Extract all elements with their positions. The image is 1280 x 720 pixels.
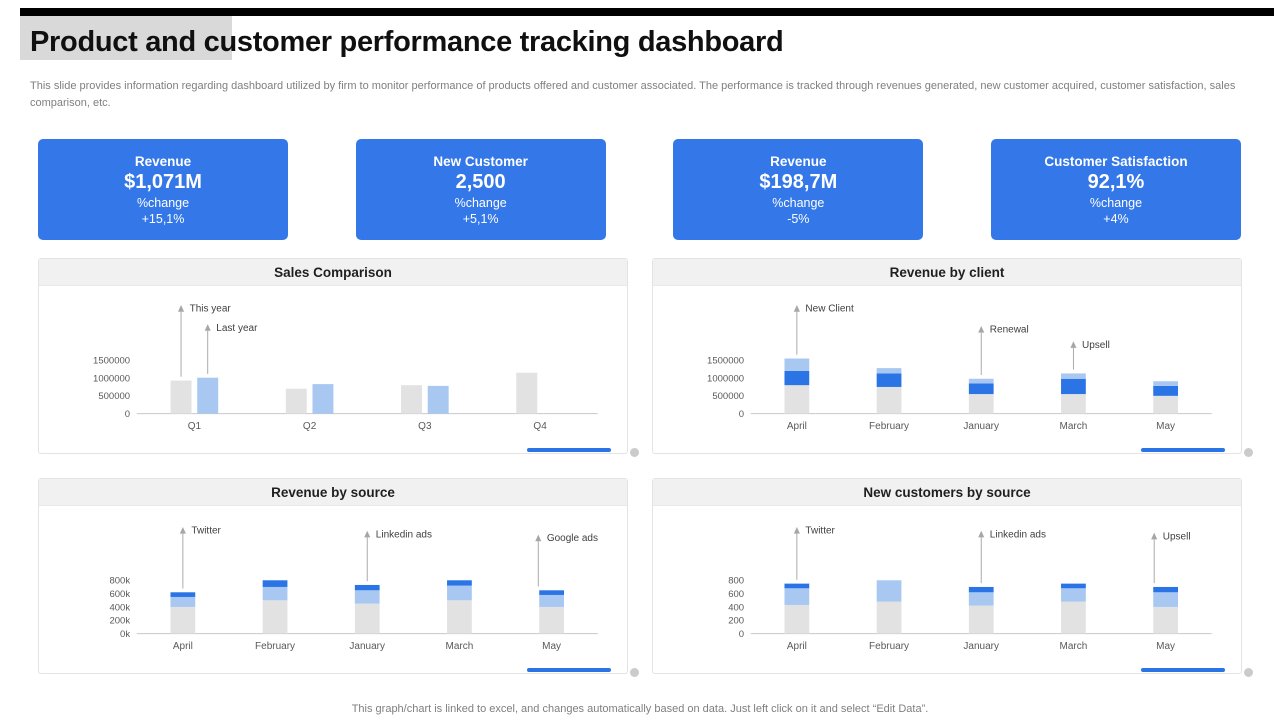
svg-text:500000: 500000 [98,391,130,402]
svg-text:Twitter: Twitter [805,526,835,537]
kpi-change-value: +5,1% [462,211,499,226]
page-title: Product and customer performance trackin… [30,26,784,58]
chart-svg: 1500000 1000000 500000 0 April February Januar… [707,304,1212,432]
svg-text:April: April [787,641,807,652]
panel-title-sales-comparison: Sales Comparison [39,259,627,286]
new-customers-by-source-chart[interactable]: 800 600 400 200 0 April February January March Ma… [655,506,1237,666]
svg-text:500000: 500000 [712,391,744,402]
svg-text:March: March [1060,641,1088,652]
svg-text:New Client: New Client [805,304,854,315]
revenue-by-source-chart[interactable]: 800k 600k 400k 200k 0k April February January Ma… [41,506,623,666]
svg-text:April: April [173,641,193,652]
svg-text:200k: 200k [109,616,130,627]
svg-text:0k: 0k [120,629,130,640]
svg-text:May: May [1156,421,1175,432]
panel-title-revenue-by-client: Revenue by client [653,259,1241,286]
kpi-card-revenue-2: Revenue $198,7M %change -5% [673,139,924,240]
kpi-label: Revenue [770,153,827,169]
svg-text:April: April [787,421,807,432]
chart-svg: 1500000 1000000 500000 0 Q1 Q2 Q3 Q4 This year La… [93,304,598,432]
kpi-change-label: %change [772,195,825,210]
kpi-change-label: %change [136,195,190,210]
panel-revenue-by-source: Revenue by source 800k 600k 400k 200k 0k Apri… [38,478,639,677]
svg-text:May: May [542,641,561,652]
svg-text:800: 800 [728,576,744,587]
revenue-by-client-chart[interactable]: 1500000 1000000 500000 0 April February Januar… [655,286,1237,446]
svg-text:Q4: Q4 [533,421,547,432]
svg-text:Upsell: Upsell [1082,340,1110,351]
svg-text:1500000: 1500000 [707,356,744,367]
svg-text:This year: This year [190,304,232,315]
kpi-change-value: -5% [787,211,810,226]
kpi-change-label: %change [1089,195,1143,210]
chart-scrollbar-handle[interactable] [630,668,639,677]
footer-note: This graph/chart is linked to excel, and… [351,703,929,715]
sales-comparison-chart[interactable]: 1500000 1000000 500000 0 Q1 Q2 Q3 Q4 This year La… [41,286,623,446]
chart-scrollbar[interactable] [1141,448,1225,452]
svg-text:March: March [446,641,474,652]
chart-scrollbar-handle[interactable] [1244,668,1253,677]
kpi-change-value: +15,1% [141,211,185,226]
svg-text:February: February [869,641,909,652]
svg-text:Twitter: Twitter [191,526,221,537]
svg-text:800k: 800k [109,576,130,587]
svg-text:600: 600 [728,589,744,600]
panel-sales-comparison: Sales Comparison 1500000 1000000 500000 0 Q1… [38,258,639,457]
kpi-card-revenue-1: Revenue $1,071M %change +15,1% [38,139,288,240]
chart-scrollbar[interactable] [527,448,611,452]
svg-text:0: 0 [125,409,130,420]
svg-text:0: 0 [739,409,744,420]
svg-text:Last year: Last year [216,323,258,334]
panel-title-revenue-by-source: Revenue by source [39,479,627,506]
kpi-change-label: %change [454,195,507,210]
title-accent-block [20,10,232,60]
kpi-value: 2,500 [455,170,506,193]
kpi-label: Revenue [134,153,192,169]
panel-title-new-customers-by-source: New customers by source [653,479,1241,506]
svg-text:600k: 600k [109,589,130,600]
svg-text:Q2: Q2 [303,421,317,432]
svg-text:February: February [255,641,295,652]
top-accent-bar [20,8,1274,16]
svg-text:January: January [963,421,999,432]
svg-text:Google ads: Google ads [547,533,598,544]
panel-revenue-by-client: Revenue by client 1500000 1000000 500000 0 A… [652,258,1253,457]
chart-scrollbar[interactable] [527,668,611,672]
kpi-value: 92,1% [1087,170,1145,193]
svg-text:1500000: 1500000 [93,356,130,367]
svg-text:Linkedin ads: Linkedin ads [990,529,1046,540]
svg-text:Linkedin ads: Linkedin ads [376,529,432,540]
chart-scrollbar-handle[interactable] [1244,448,1253,457]
svg-text:February: February [869,421,909,432]
kpi-label: New Customer [433,153,528,169]
chart-svg: 800k 600k 400k 200k 0k April February January Ma… [109,526,598,652]
svg-text:Upsell: Upsell [1163,531,1191,542]
svg-text:January: January [349,641,385,652]
svg-text:400k: 400k [109,602,130,613]
svg-text:January: January [963,641,999,652]
kpi-card-customer-satisfaction: Customer Satisfaction 92,1% %change +4% [990,139,1241,240]
svg-text:0: 0 [739,629,744,640]
chart-svg: 800 600 400 200 0 April February January March Ma… [728,526,1212,652]
svg-text:400: 400 [728,602,744,613]
panel-new-customers-by-source: New customers by source 800 600 400 200 0 Apr… [652,478,1253,677]
svg-text:March: March [1060,421,1088,432]
subtitle: This slide provides information regardin… [30,80,1236,109]
kpi-row: Revenue $1,071M %change +15,1% New Custo… [38,139,1241,240]
chart-scrollbar-handle[interactable] [630,448,639,457]
kpi-value: $1,071M [124,170,202,193]
chart-scrollbar[interactable] [1141,668,1225,672]
svg-text:May: May [1156,641,1175,652]
kpi-value: $198,7M [759,170,838,193]
kpi-label: Customer Satisfaction [1044,153,1188,169]
svg-text:Renewal: Renewal [990,325,1029,336]
kpi-change-value: +4% [1103,211,1129,226]
kpi-card-new-customer: New Customer 2,500 %change +5,1% [355,139,606,240]
svg-text:1000000: 1000000 [707,373,744,384]
svg-text:Q3: Q3 [418,421,432,432]
svg-text:1000000: 1000000 [93,373,130,384]
svg-text:200: 200 [728,616,744,627]
svg-text:Q1: Q1 [188,421,202,432]
